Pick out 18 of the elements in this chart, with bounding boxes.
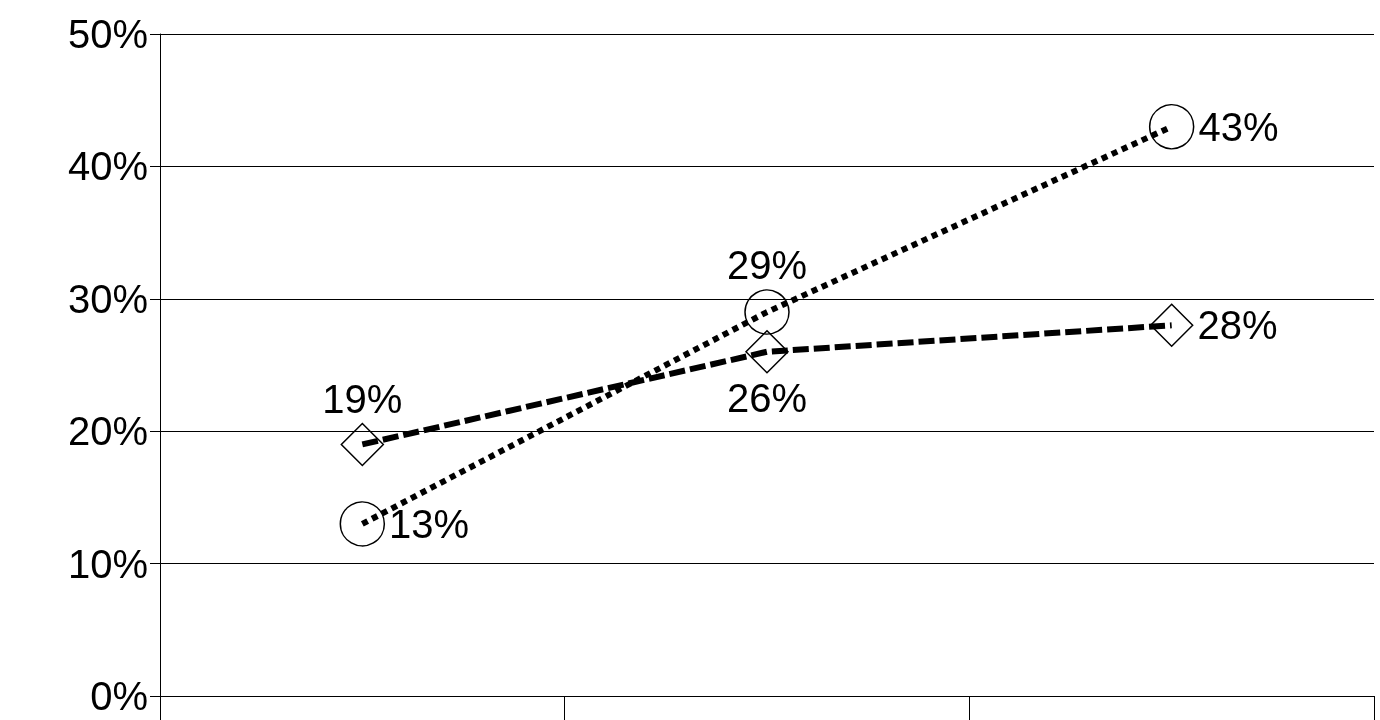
point — [1148, 103, 1195, 150]
point — [340, 422, 385, 467]
point — [339, 501, 386, 547]
data-label: 19% — [322, 376, 403, 421]
data-label: 29% — [726, 243, 808, 288]
point — [745, 330, 789, 374]
data-label: 28% — [1197, 303, 1278, 348]
data-label: 13% — [389, 501, 470, 546]
data-label: 26% — [726, 375, 808, 420]
y-tick-label: 50% — [67, 12, 148, 56]
y-tick-label: 30% — [67, 276, 148, 321]
y-tick-label: 10% — [67, 541, 148, 586]
data-label: 43% — [1198, 104, 1279, 149]
point — [744, 289, 790, 335]
y-tick-label: 20% — [67, 409, 148, 454]
y-tick-label: 0% — [90, 674, 148, 718]
point — [1149, 303, 1194, 348]
y-tick-label: 40% — [67, 144, 148, 189]
